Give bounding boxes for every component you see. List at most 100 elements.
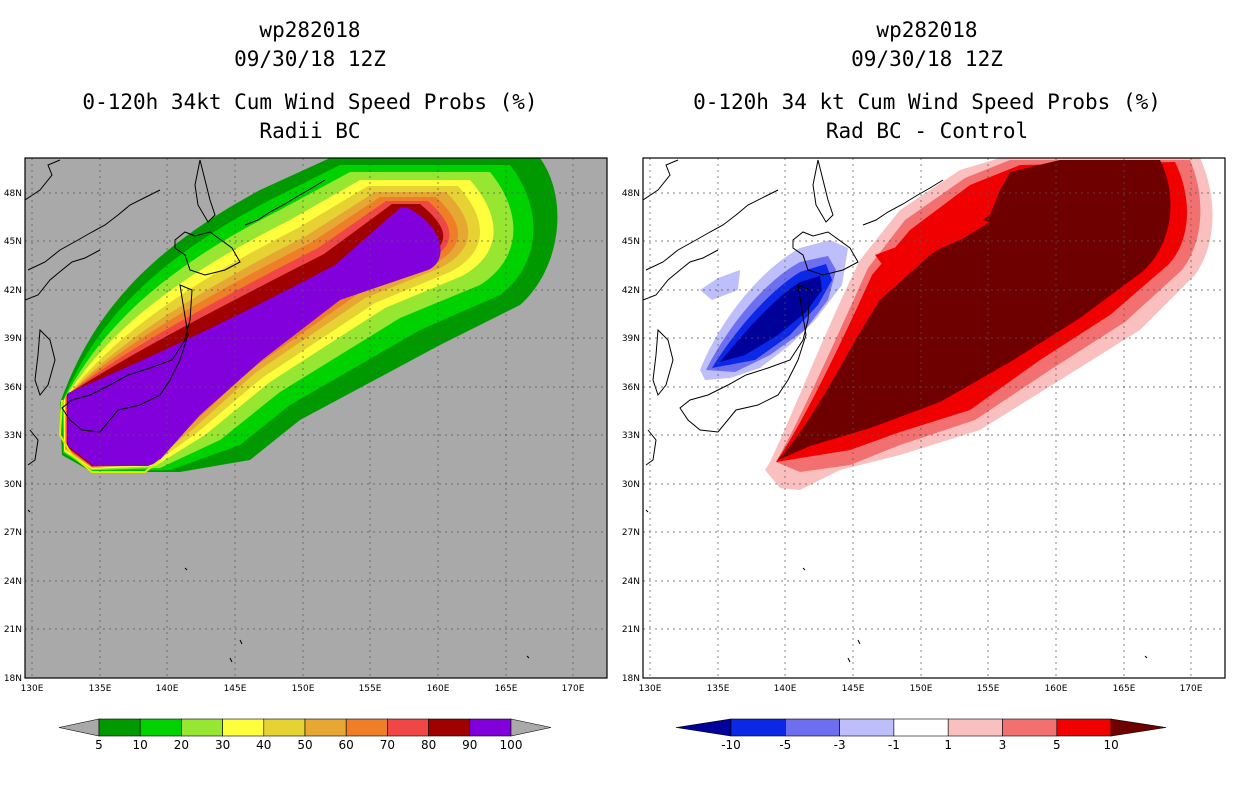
lat-label: 45N <box>622 237 640 247</box>
colorbar-swatch <box>839 718 895 737</box>
lon-label: 135E <box>89 684 112 694</box>
colorbar-label: 1 <box>944 738 952 752</box>
lon-label: 145E <box>224 684 247 694</box>
left-map-frame <box>24 157 608 679</box>
right-coast-kurils <box>862 179 944 226</box>
right-coast-mainland <box>643 159 779 301</box>
lon-label: 165E <box>1113 684 1136 694</box>
colorbar-swatch <box>139 718 182 737</box>
colorbar-label: -1 <box>888 738 900 752</box>
right-coast-sakhalin <box>812 159 834 223</box>
left-coast-mainland <box>25 159 161 301</box>
right-colorbar: -10 -5 -3 -1 1 3 5 10 <box>675 718 1167 752</box>
diff-red-tongue <box>875 218 990 268</box>
left-subtitle: Radii BC <box>259 119 361 143</box>
colorbar-swatch <box>428 718 471 737</box>
lat-label: 24N <box>4 577 22 587</box>
lon-label: 130E <box>639 684 662 694</box>
lat-label: 42N <box>4 286 22 296</box>
colorbar-label: 5 <box>1053 738 1061 752</box>
left-coastlines <box>25 159 530 663</box>
right-datetime: 09/30/18 12Z <box>851 47 1003 71</box>
lat-label: 27N <box>4 528 22 538</box>
lon-label: 150E <box>292 684 315 694</box>
left-coast-islands <box>27 429 530 663</box>
lat-label: 18N <box>622 674 640 684</box>
colorbar-swatch <box>469 718 512 737</box>
lon-label: 165E <box>495 684 518 694</box>
colorbar-swatch <box>263 718 306 737</box>
prob-band-100 <box>68 208 441 466</box>
colorbar-label: 80 <box>421 738 436 752</box>
prob-edge-line <box>58 399 161 473</box>
left-datetime: 09/30/18 12Z <box>234 47 386 71</box>
colorbar-label: 20 <box>174 738 189 752</box>
right-coast-japan <box>679 231 859 433</box>
lon-label: 135E <box>707 684 730 694</box>
left-gridlines <box>25 158 607 678</box>
colorbar-swatch <box>304 718 347 737</box>
lat-label: 45N <box>4 237 22 247</box>
colorbar-label: 30 <box>215 738 230 752</box>
colorbar-swatch <box>181 718 223 737</box>
colorbar-right-arrow <box>1110 718 1167 737</box>
lat-label: 33N <box>622 431 640 441</box>
colorbar-left-arrow <box>675 718 732 737</box>
diff-positive-10 <box>778 160 1171 460</box>
right-subtitle: Rad BC - Control <box>825 119 1029 143</box>
colorbar-right-arrow <box>510 718 552 737</box>
lat-label: 36N <box>4 383 22 393</box>
colorbar-swatch <box>345 718 388 737</box>
lat-label: 21N <box>4 625 22 635</box>
lon-label: 140E <box>774 684 797 694</box>
colorbar-label: 40 <box>256 738 271 752</box>
lon-label: 155E <box>977 684 1000 694</box>
colorbar-swatch <box>1002 718 1058 737</box>
colorbar-label: 90 <box>462 738 477 752</box>
colorbar-label: 3 <box>999 738 1007 752</box>
colorbar-left-arrow <box>58 718 100 737</box>
left-storm-id: wp282018 <box>259 18 361 42</box>
colorbar-swatch <box>730 718 786 737</box>
right-coast-korea <box>652 328 674 397</box>
colorbar-swatch <box>98 718 141 737</box>
colorbar-label: 10 <box>1103 738 1118 752</box>
lat-label: 24N <box>622 577 640 587</box>
colorbar-label: 10 <box>133 738 148 752</box>
lat-label: 39N <box>622 334 640 344</box>
colorbar-label: 5 <box>95 738 103 752</box>
colorbar-label: 50 <box>297 738 312 752</box>
left-colorbar: 5 10 20 30 40 50 60 70 80 90 100 <box>58 718 552 752</box>
colorbar-swatch <box>1056 718 1112 737</box>
right-coastlines <box>643 159 1148 663</box>
left-panel-title: wp282018 09/30/18 12Z 0-120h 34kt Cum Wi… <box>0 16 620 146</box>
lat-label: 36N <box>622 383 640 393</box>
colorbar-label: 100 <box>500 738 523 752</box>
lon-label: 160E <box>1045 684 1068 694</box>
right-map-frame <box>642 157 1226 679</box>
colorbar-swatch <box>222 718 265 737</box>
lat-label: 30N <box>4 480 22 490</box>
colorbar-label: -5 <box>779 738 791 752</box>
left-probability-field <box>58 158 558 473</box>
left-coast-japan <box>61 231 241 433</box>
colorbar-label: -10 <box>721 738 741 752</box>
right-storm-id: wp282018 <box>876 18 978 42</box>
lat-label: 21N <box>622 625 640 635</box>
lon-label: 155E <box>359 684 382 694</box>
lat-label: 39N <box>4 334 22 344</box>
left-lon-labels: 130E 135E 140E 145E 150E 155E 160E 165E 170E <box>21 684 585 694</box>
left-coast-kurils <box>244 179 326 226</box>
left-lat-labels: 48N 45N 42N 39N 36N 33N 30N 27N 24N 21N 18N <box>4 189 22 684</box>
right-panel-title: wp282018 09/30/18 12Z 0-120h 34 kt Cum W… <box>618 16 1236 146</box>
lat-label: 48N <box>622 189 640 199</box>
left-coast-sakhalin <box>194 159 216 223</box>
lat-label: 18N <box>4 674 22 684</box>
colorbar-swatch <box>387 718 429 737</box>
lon-label: 170E <box>562 684 585 694</box>
right-lat-labels: 48N 45N 42N 39N 36N 33N 30N 27N 24N 21N 18N <box>622 189 640 684</box>
lon-label: 170E <box>1180 684 1203 694</box>
left-coast-korea <box>34 328 56 397</box>
lat-label: 48N <box>4 189 22 199</box>
